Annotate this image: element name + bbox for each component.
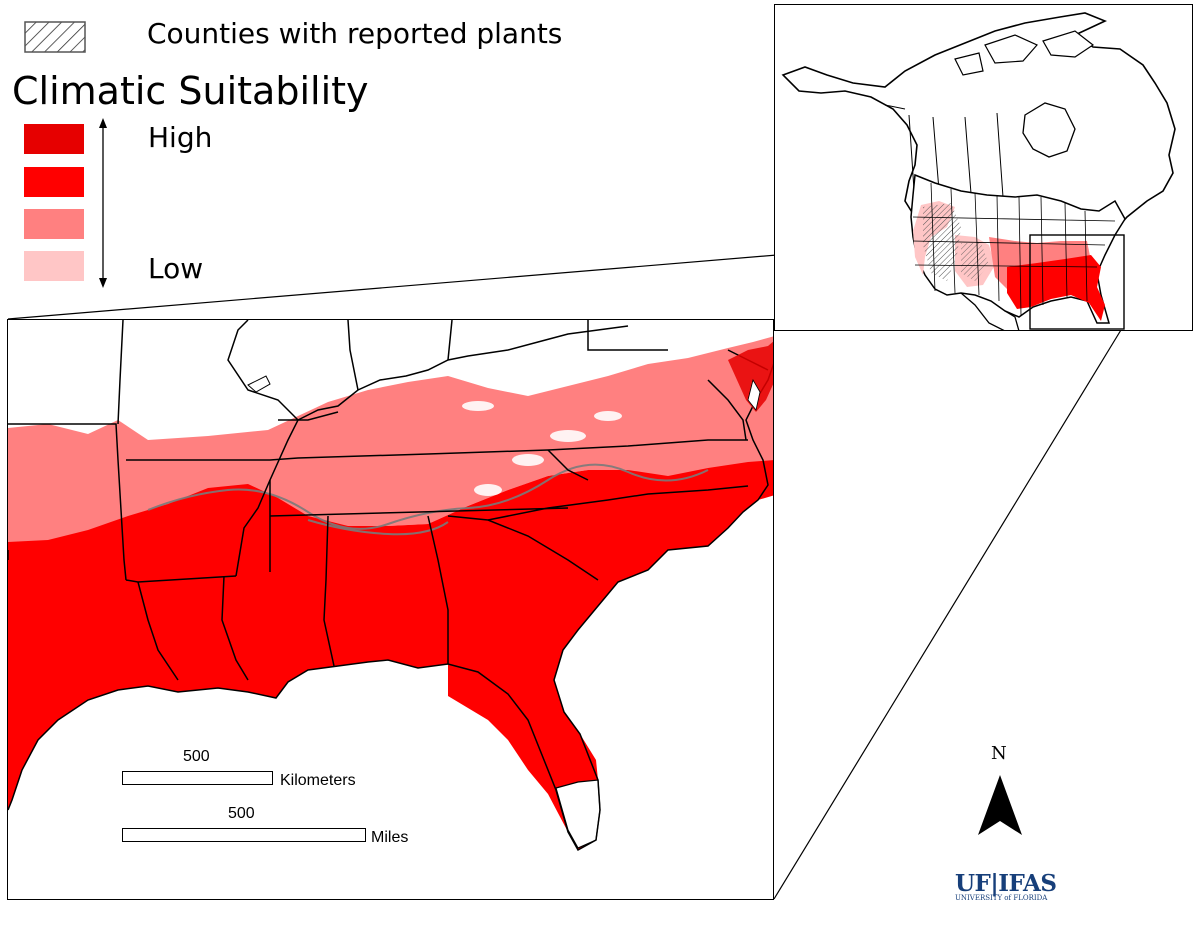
low-label: Low (148, 252, 204, 285)
ufifas-logo-sub: UNIVERSITY of FLORIDA (955, 894, 1048, 902)
swatch-very-high (24, 124, 84, 154)
southeast-us-map (8, 320, 773, 852)
north-america-map (781, 12, 1176, 330)
legend: Counties with reported plants Climatic S… (0, 0, 600, 300)
north-label: N (991, 743, 1007, 764)
mi-scale-unit: Miles (371, 829, 409, 846)
km-scale-value: 500 (183, 748, 210, 765)
km-scale-unit: Kilometers (280, 772, 356, 789)
high-label: High (148, 121, 213, 154)
north-arrow-icon (978, 775, 1022, 835)
swatch-low (24, 251, 84, 281)
km-scale-bar (122, 771, 273, 785)
main-map: 500 Kilometers 500 Miles (7, 319, 774, 900)
mi-scale-bar (122, 828, 366, 842)
swatch-high (24, 167, 84, 197)
inset-map (774, 4, 1193, 331)
swatch-moderate (24, 209, 84, 239)
suitability-arrow-icon (99, 118, 107, 288)
legend-title: Climatic Suitability (12, 69, 369, 113)
ufifas-logo: UF|IFAS (955, 870, 1057, 897)
counties-label: Counties with reported plants (147, 17, 563, 50)
hatch-swatch (24, 21, 86, 53)
mi-scale-value: 500 (228, 805, 255, 822)
